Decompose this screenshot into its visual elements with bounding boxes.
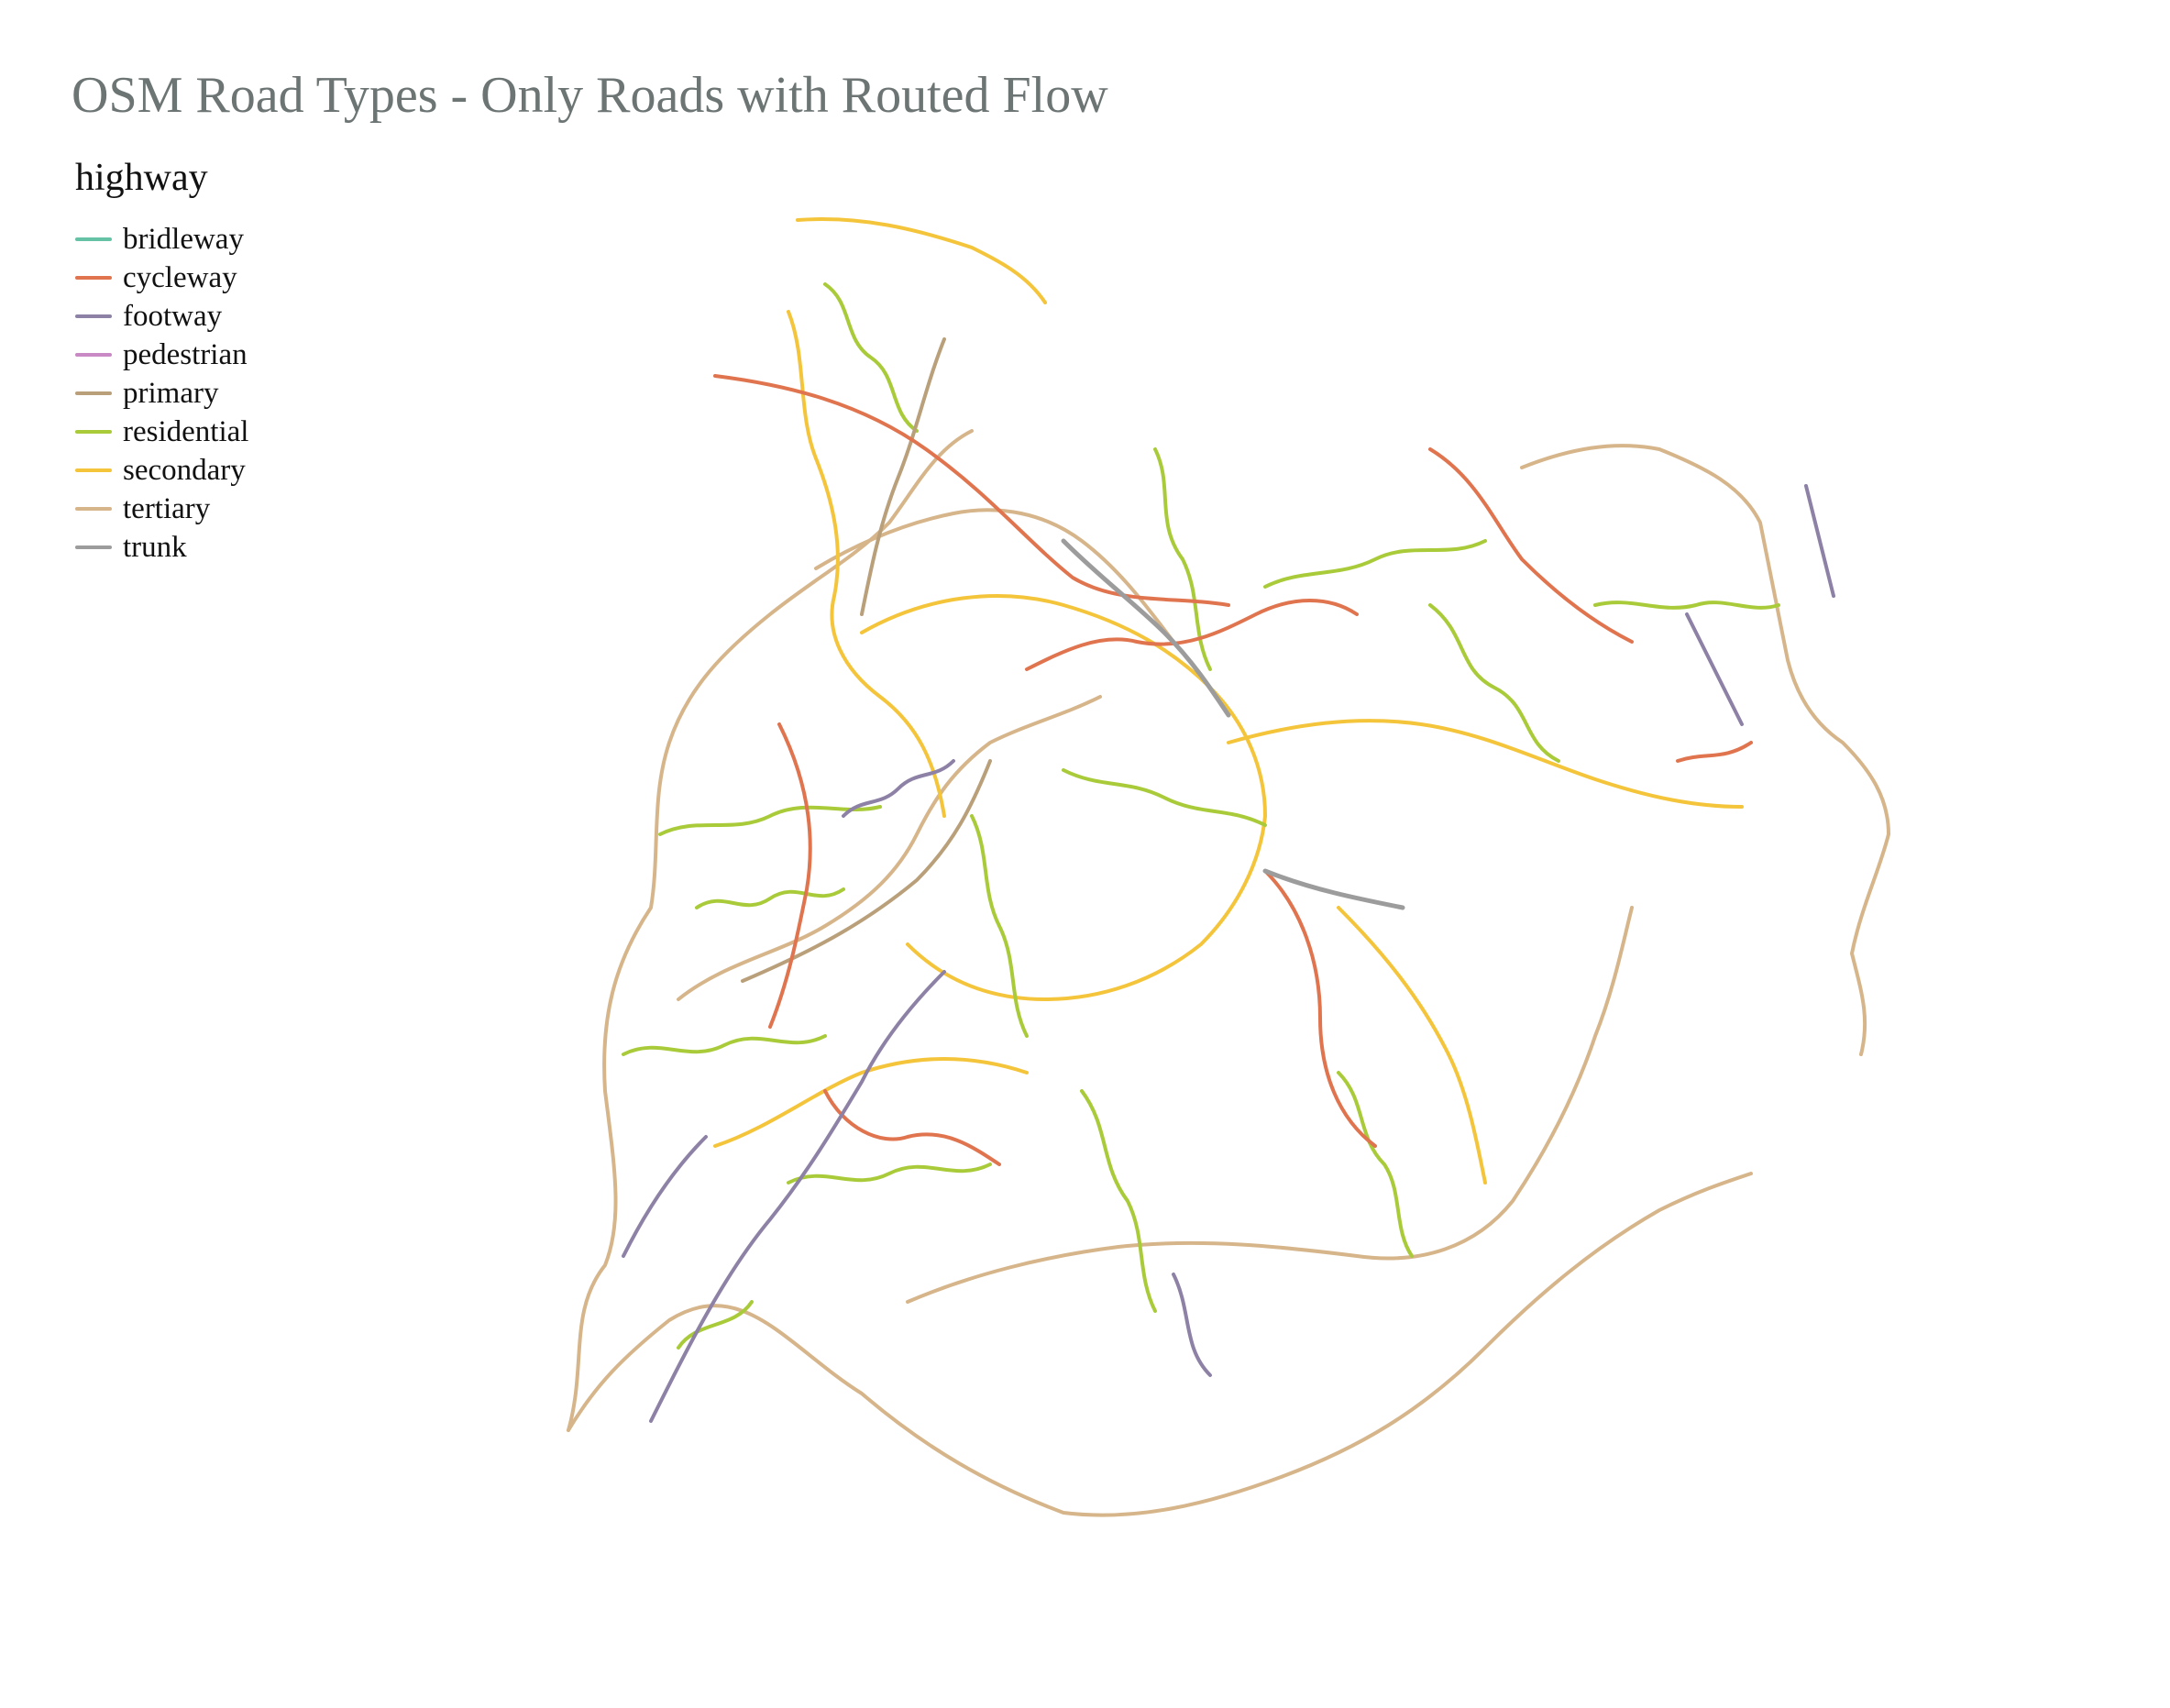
road-footway-3 — [842, 759, 955, 818]
road-cycleway-6 — [1676, 741, 1753, 763]
legend-item-cycleway[interactable]: cycleway — [75, 259, 405, 297]
road-residential-9 — [1080, 1089, 1157, 1313]
road-residential-13 — [677, 1300, 754, 1350]
legend-label-bridleway: bridleway — [123, 222, 244, 256]
road-trunk-1 — [1061, 538, 1231, 718]
legend-item-trunk[interactable]: trunk — [75, 528, 405, 567]
legend-swatch-cycleway — [75, 276, 112, 280]
legend-item-secondary[interactable]: secondary — [75, 451, 405, 490]
legend-label-primary: primary — [123, 376, 219, 410]
road-footway-1 — [649, 970, 946, 1423]
road-footway-5 — [1685, 612, 1744, 726]
legend-label-secondary: secondary — [123, 453, 246, 487]
road-cycleway-4 — [1428, 447, 1634, 644]
road-secondary-southwest — [713, 1057, 1029, 1148]
legend-label-tertiary: tertiary — [123, 491, 211, 525]
road-residential-1 — [658, 805, 882, 836]
legend: highway bridleway cycleway footway pedes… — [75, 156, 405, 567]
road-cycleway-7 — [823, 1089, 1001, 1166]
road-residential-6 — [823, 282, 919, 433]
road-secondary-east-south — [1337, 906, 1487, 1185]
road-trunk-2 — [1262, 868, 1405, 910]
legend-item-residential[interactable]: residential — [75, 413, 405, 451]
legend-label-residential: residential — [123, 414, 249, 448]
road-tertiary-outer-east — [1520, 444, 1890, 1056]
legend-swatch-footway — [75, 314, 112, 318]
legend-swatch-bridleway — [75, 237, 112, 241]
road-residential-2 — [695, 887, 845, 909]
road-tertiary-south-arc — [906, 906, 1634, 1304]
road-secondary-top — [796, 217, 1047, 304]
road-footway-2 — [622, 1135, 708, 1258]
legend-label-footway: footway — [123, 299, 223, 333]
legend-label-trunk: trunk — [123, 530, 187, 564]
road-primary-central — [741, 759, 992, 983]
road-residential-8 — [787, 1163, 992, 1185]
legend-item-pedestrian[interactable]: pedestrian — [75, 336, 405, 374]
legend-label-cycleway: cycleway — [123, 260, 237, 294]
road-network-svg[interactable] — [513, 174, 1962, 1568]
road-residential-4 — [1062, 768, 1267, 827]
road-footway-6 — [1804, 484, 1835, 598]
road-cycleway-3 — [1025, 599, 1359, 671]
legend-swatch-residential — [75, 430, 112, 434]
legend-item-bridleway[interactable]: bridleway — [75, 220, 405, 259]
road-secondary-ring — [860, 594, 1267, 1001]
legend-swatch-primary — [75, 391, 112, 395]
legend-title: highway — [75, 157, 208, 199]
road-footway-4 — [1172, 1273, 1212, 1377]
road-tertiary-inner-west — [677, 695, 1102, 1001]
road-secondary-east — [1227, 719, 1744, 809]
road-residential-11 — [622, 1034, 827, 1056]
road-residential-3 — [970, 814, 1029, 1038]
road-residential-14 — [1337, 1071, 1414, 1258]
road-residential-12 — [1153, 447, 1212, 671]
legend-label-pedestrian: pedestrian — [123, 337, 248, 371]
legend-item-primary[interactable]: primary — [75, 374, 405, 413]
road-tertiary-outer-west — [567, 429, 974, 1432]
road-secondary-north — [787, 310, 946, 818]
road-network-map[interactable] — [513, 174, 1962, 1568]
legend-item-tertiary[interactable]: tertiary — [75, 490, 405, 528]
road-tertiary-north-loop — [814, 508, 1175, 644]
road-cycleway-5 — [1263, 869, 1377, 1148]
road-tertiary-outer-south — [567, 1172, 1753, 1517]
legend-swatch-pedestrian — [75, 353, 112, 357]
road-residential-5 — [1263, 539, 1487, 589]
legend-swatch-secondary — [75, 468, 112, 472]
legend-swatch-tertiary — [75, 507, 112, 511]
road-residential-7 — [1428, 603, 1560, 763]
road-cycleway-2 — [768, 722, 812, 1029]
legend-item-footway[interactable]: footway — [75, 297, 405, 336]
road-cycleway-1 — [713, 374, 1230, 607]
road-primary-north — [860, 337, 946, 616]
legend-swatch-trunk — [75, 545, 112, 549]
map-title: OSM Road Types - Only Roads with Routed … — [72, 67, 1108, 124]
road-residential-10 — [1593, 601, 1780, 610]
